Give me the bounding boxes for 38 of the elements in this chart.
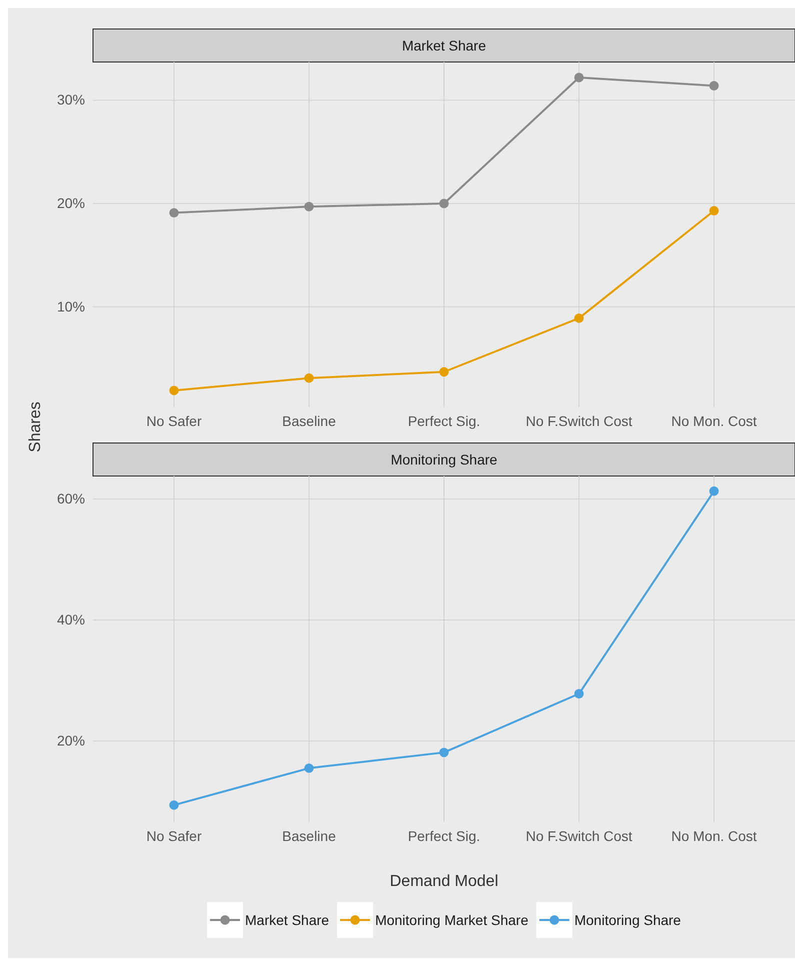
x-tick-label: No Mon. Cost — [671, 828, 757, 844]
point — [439, 748, 449, 758]
y-tick-label: 20% — [56, 194, 85, 211]
x-tick-label: No F.Switch Cost — [526, 412, 632, 429]
x-axis-title: Demand Model — [390, 873, 498, 890]
point — [574, 689, 584, 698]
x-tick-label: Perfect Sig. — [408, 412, 480, 429]
chart-title: Market Share — [402, 38, 486, 54]
point — [709, 486, 719, 496]
point — [169, 386, 179, 396]
x-tick-label: No Mon. Cost — [671, 412, 757, 429]
x-tick-label: No Safer — [146, 828, 202, 844]
y-tick-label: 40% — [56, 611, 85, 628]
x-tick-label: Baseline — [282, 828, 336, 844]
y-axis-title: Shares — [27, 402, 44, 452]
point — [439, 367, 449, 377]
point — [709, 81, 719, 90]
y-tick-label: 60% — [56, 490, 85, 506]
x-tick-label: Baseline — [282, 412, 336, 429]
legend-label: Monitoring Share — [574, 912, 682, 928]
point — [304, 373, 314, 383]
chart-title: Monitoring Share — [390, 452, 498, 468]
point — [439, 198, 449, 208]
y-tick-label: 10% — [56, 298, 85, 314]
point — [709, 206, 719, 216]
point — [169, 800, 179, 810]
x-tick-label: No Safer — [146, 412, 202, 429]
point — [574, 72, 584, 82]
x-tick-label: Perfect Sig. — [408, 828, 480, 844]
point — [304, 763, 314, 773]
y-tick-label: 20% — [56, 732, 85, 748]
point — [304, 202, 314, 212]
legend-label: Market Share — [245, 912, 330, 928]
x-tick-label: No F.Switch Cost — [526, 828, 632, 844]
y-tick-label: 30% — [56, 92, 85, 108]
point — [169, 208, 179, 218]
point — [574, 313, 584, 323]
legend-label: Monitoring Market Share — [375, 912, 529, 928]
